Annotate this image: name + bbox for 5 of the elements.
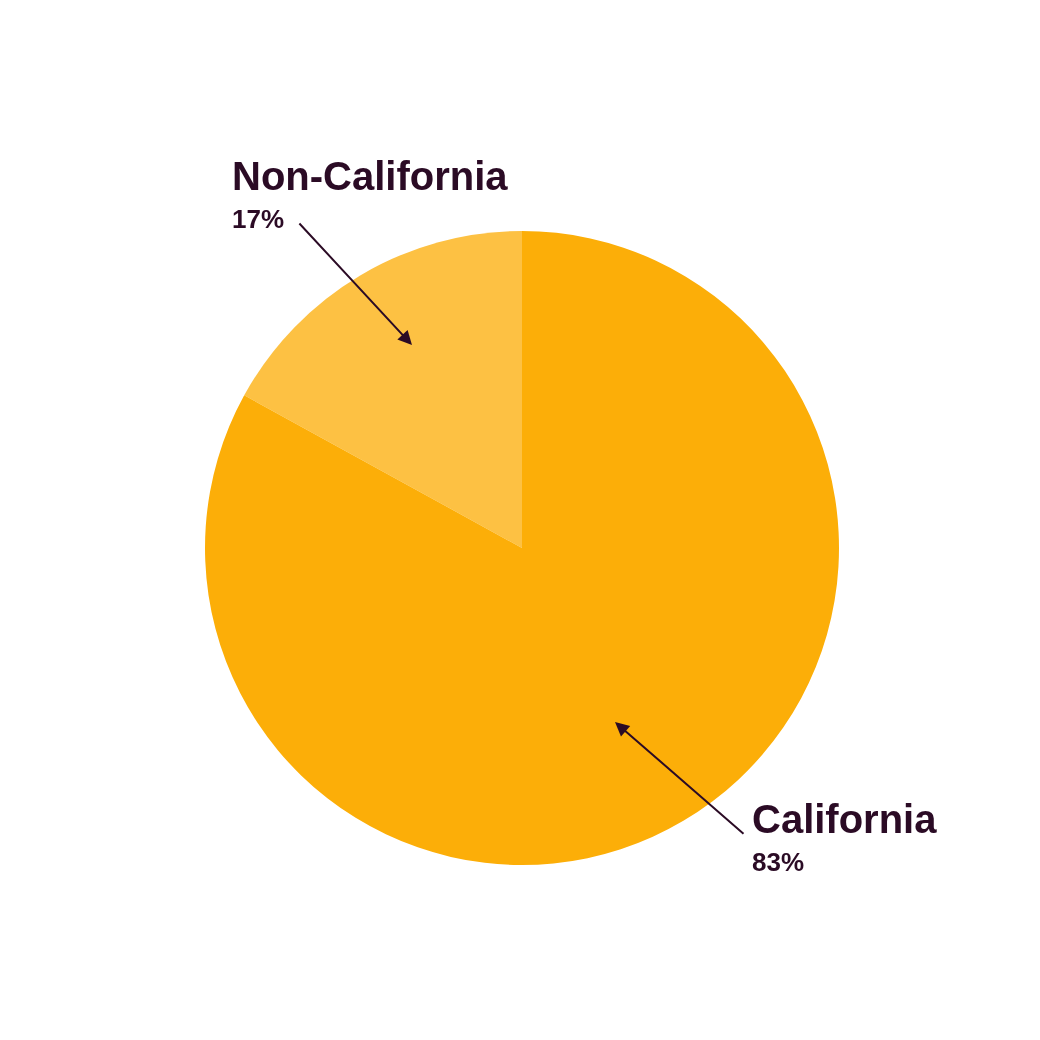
- slice-label: Non-California: [232, 154, 509, 198]
- slice-label: California: [752, 797, 938, 841]
- data-label: 17%: [232, 204, 285, 234]
- pie-slice: [244, 231, 522, 548]
- data-label: 83%: [752, 847, 805, 877]
